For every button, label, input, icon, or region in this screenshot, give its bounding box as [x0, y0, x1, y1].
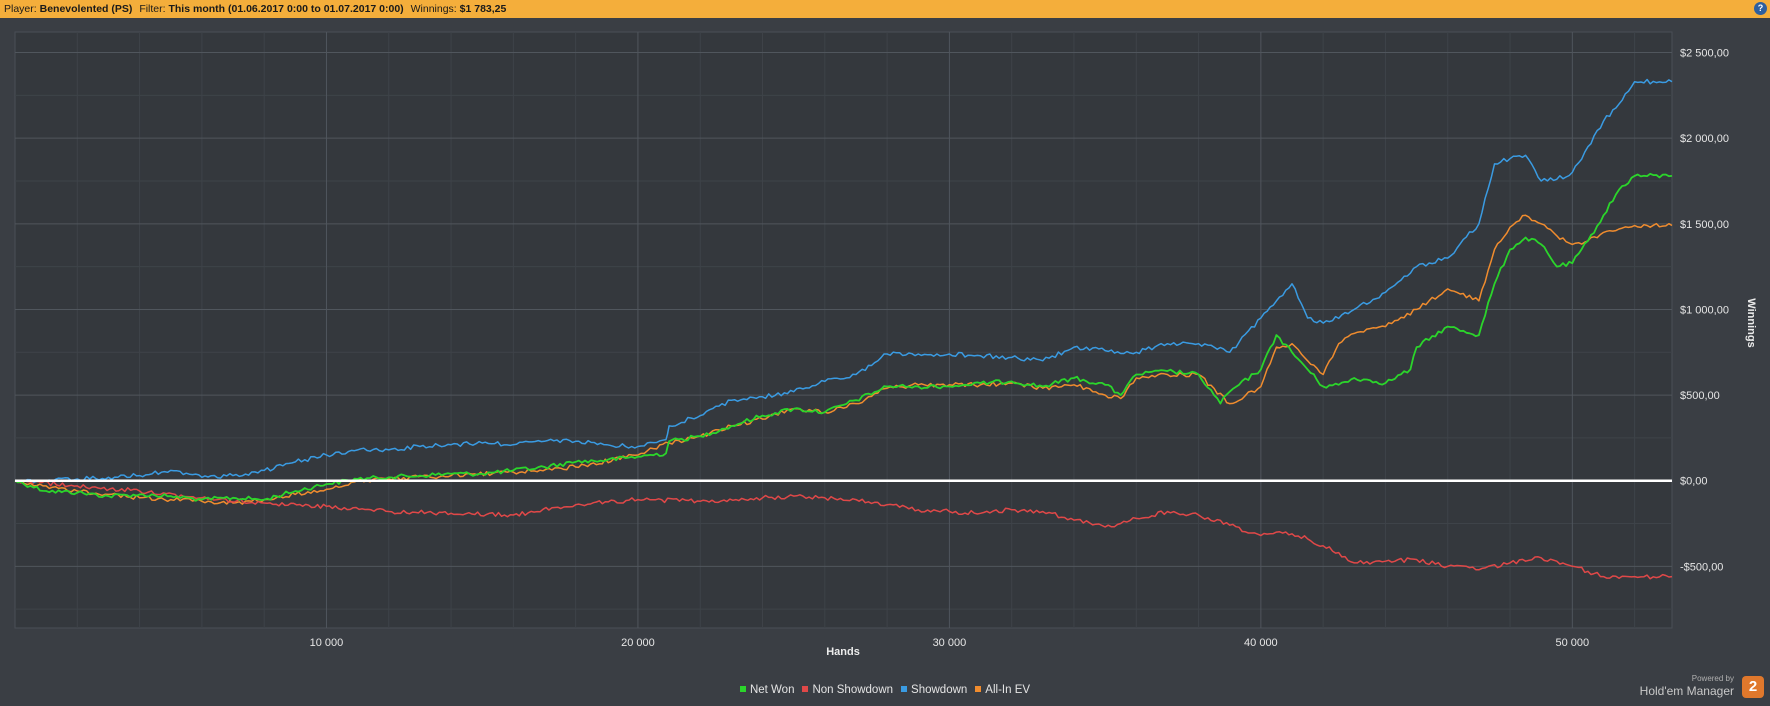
y-axis-ticks: -$500,00 $0,00 $500,00 $1 000,00 $1 500,00 $2… — [1680, 48, 1729, 574]
filter-value[interactable]: This month (01.06.2017 0:00 to 01.07.201… — [168, 3, 404, 15]
y-tick-label: -$500,00 — [1680, 561, 1723, 573]
legend-label: Net Won — [749, 684, 795, 696]
plot-area — [14, 31, 1673, 629]
branding: Powered by Hold'em Manager 2 — [1640, 674, 1764, 698]
x-axis-ticks: 10 000 20 000 30 000 40 000 50 000 — [310, 637, 1590, 649]
legend-swatch — [802, 686, 809, 692]
y-tick-label: $500,00 — [1680, 390, 1720, 402]
series-layer — [14, 78, 1673, 580]
legend-label: All-In EV — [985, 684, 1031, 696]
x-tick-label: 30 000 — [933, 637, 967, 649]
product-name: Hold'em Manager — [1639, 684, 1734, 698]
x-tick-label: 40 000 — [1244, 637, 1278, 649]
x-tick-label: 20 000 — [621, 637, 655, 649]
powered-by-text: Powered by — [1691, 674, 1734, 683]
legend-item-net-won[interactable]: Net Won — [739, 684, 795, 696]
filter-label: Filter: — [139, 3, 166, 15]
y-tick-label: $2 500,00 — [1680, 48, 1729, 60]
player-name[interactable]: Benevolented (PS) — [39, 3, 133, 15]
minor-grid — [15, 32, 1672, 628]
legend-item-non-showdown[interactable]: Non Showdown — [802, 684, 893, 696]
legend-item-showdown[interactable]: Showdown — [901, 684, 967, 696]
legend-label: Showdown — [911, 684, 968, 696]
hm2-logo-icon: 2 — [1742, 676, 1764, 698]
legend-swatch — [901, 686, 908, 692]
y-axis-title: Winnings — [1745, 298, 1757, 347]
series-line-showdown — [14, 78, 1673, 484]
x-axis-title: Hands — [826, 646, 860, 658]
legend-swatch — [975, 686, 982, 692]
filter-bar: Player: Benevolented (PS) Filter: This m… — [0, 0, 1770, 18]
winnings-value: $1 783,25 — [459, 3, 507, 15]
winnings-label: Winnings: — [410, 3, 457, 15]
winnings-graph: 10 000 20 000 30 000 40 000 50 000 -$500,00 $… — [14, 31, 1757, 658]
y-tick-label: $0,00 — [1680, 476, 1708, 488]
legend-swatch — [739, 686, 746, 692]
legend-item-all-in-ev[interactable]: All-In EV — [975, 684, 1030, 696]
series-line-non-showdown — [14, 479, 1673, 580]
legend: Net Won Non Showdown Showdown All-In EV — [0, 684, 1770, 696]
y-tick-label: $1 500,00 — [1680, 219, 1729, 231]
player-label: Player: — [4, 3, 37, 15]
y-tick-label: $2 000,00 — [1680, 133, 1729, 145]
y-tick-label: $1 000,00 — [1680, 304, 1729, 316]
help-icon[interactable]: ? — [1754, 2, 1767, 15]
major-grid — [15, 32, 1672, 628]
x-tick-label: 50 000 — [1556, 637, 1590, 649]
legend-label: Non Showdown — [812, 684, 894, 696]
series-line-net-won — [14, 172, 1673, 502]
x-tick-label: 10 000 — [310, 637, 344, 649]
